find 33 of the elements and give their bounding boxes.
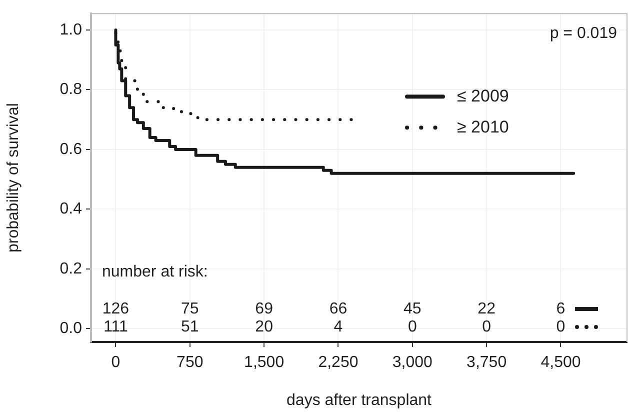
y-tick-label: 1.0	[60, 21, 82, 38]
annotation: 20	[255, 318, 274, 336]
y-axis-title: probability of survival	[5, 103, 22, 253]
annotation: 69	[255, 300, 274, 318]
x-tick-label: 3,750	[466, 354, 507, 372]
legend-label: ≥ 2010	[457, 117, 509, 136]
x-tick-label: 4,500	[540, 354, 581, 372]
x-tick-label: 0	[111, 354, 120, 372]
annotation: 0	[482, 318, 492, 336]
legend-label: ≤ 2009	[457, 86, 509, 106]
annotation: number at risk:	[102, 263, 208, 280]
annotation: p = 0.019	[550, 25, 618, 42]
y-tick-label: 0.2	[60, 260, 82, 278]
annotation: 126	[102, 300, 130, 318]
annotation: 66	[329, 300, 348, 318]
annotation: 22	[478, 300, 496, 318]
annotation: 4	[334, 318, 343, 336]
annotation: 0	[556, 318, 566, 336]
y-tick-label: 0.4	[60, 200, 82, 218]
annotation: 45	[404, 300, 422, 318]
x-tick-label: 1,500	[244, 354, 284, 372]
y-tick-label: 0.8	[60, 81, 82, 98]
y-tick-label: 0.0	[60, 320, 82, 337]
annotation: 75	[180, 300, 199, 318]
x-axis-title: days after transplant	[286, 392, 432, 409]
annotation: 111	[104, 318, 128, 336]
annotation: 51	[180, 318, 199, 336]
x-tick-label: 3,000	[392, 354, 433, 372]
x-tick-label: 750	[176, 354, 204, 372]
annotation: 6	[556, 300, 566, 318]
x-tick-label: 2,250	[318, 354, 358, 372]
annotation: 0	[408, 318, 417, 336]
y-tick-label: 0.6	[60, 140, 82, 158]
